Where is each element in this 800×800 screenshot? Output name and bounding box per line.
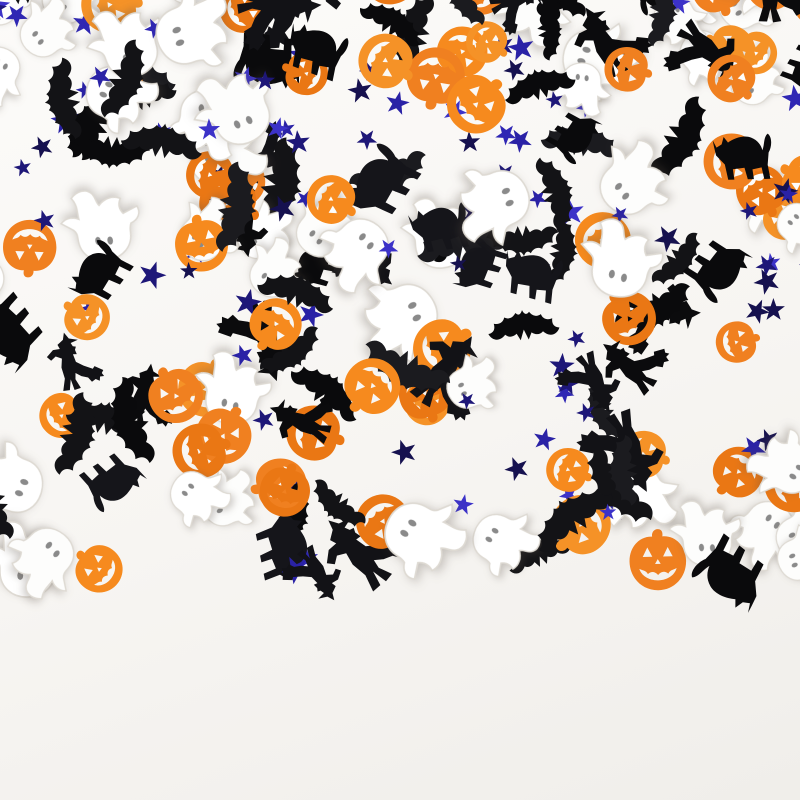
confetti-piece-star (458, 130, 481, 153)
confetti-pieces (0, 0, 800, 619)
confetti-piece-bat (38, 55, 87, 144)
confetti-piece-star (500, 54, 529, 83)
confetti-piece-pumpkin (628, 528, 687, 591)
confetti-piece-star (29, 135, 55, 161)
confetti-piece-star (388, 434, 423, 469)
confetti-piece-cat (0, 290, 53, 378)
confetti-piece-bat (530, 150, 585, 234)
confetti-piece-star (528, 424, 559, 456)
confetti-piece-pumpkin (355, 0, 421, 8)
size-diagram-row: 0.59in/1.5cm 0.35in/0.9cm 0.78in/2cm 0.7… (0, 642, 800, 800)
confetti-piece-star (796, 255, 800, 279)
confetti-piece-star (564, 326, 589, 350)
confetti-piece-star (12, 156, 34, 178)
confetti-piece-pumpkin (711, 316, 765, 367)
confetti-piece-bat (486, 306, 561, 344)
confetti-pile-photo (0, 0, 800, 619)
confetti-piece-ghost (0, 431, 56, 535)
confetti-piece-star (132, 255, 170, 294)
confetti-piece-ghost (458, 494, 552, 589)
confetti-piece-star (507, 129, 533, 154)
confetti-piece-star (352, 124, 381, 153)
confetti-piece-pumpkin (63, 533, 132, 602)
confetti-piece-star (503, 456, 529, 482)
confetti-piece-pumpkin (1, 218, 58, 279)
confetti-piece-star (761, 297, 786, 320)
confetti-piece-ghost (142, 0, 246, 83)
confetti-piece-star (380, 86, 413, 119)
